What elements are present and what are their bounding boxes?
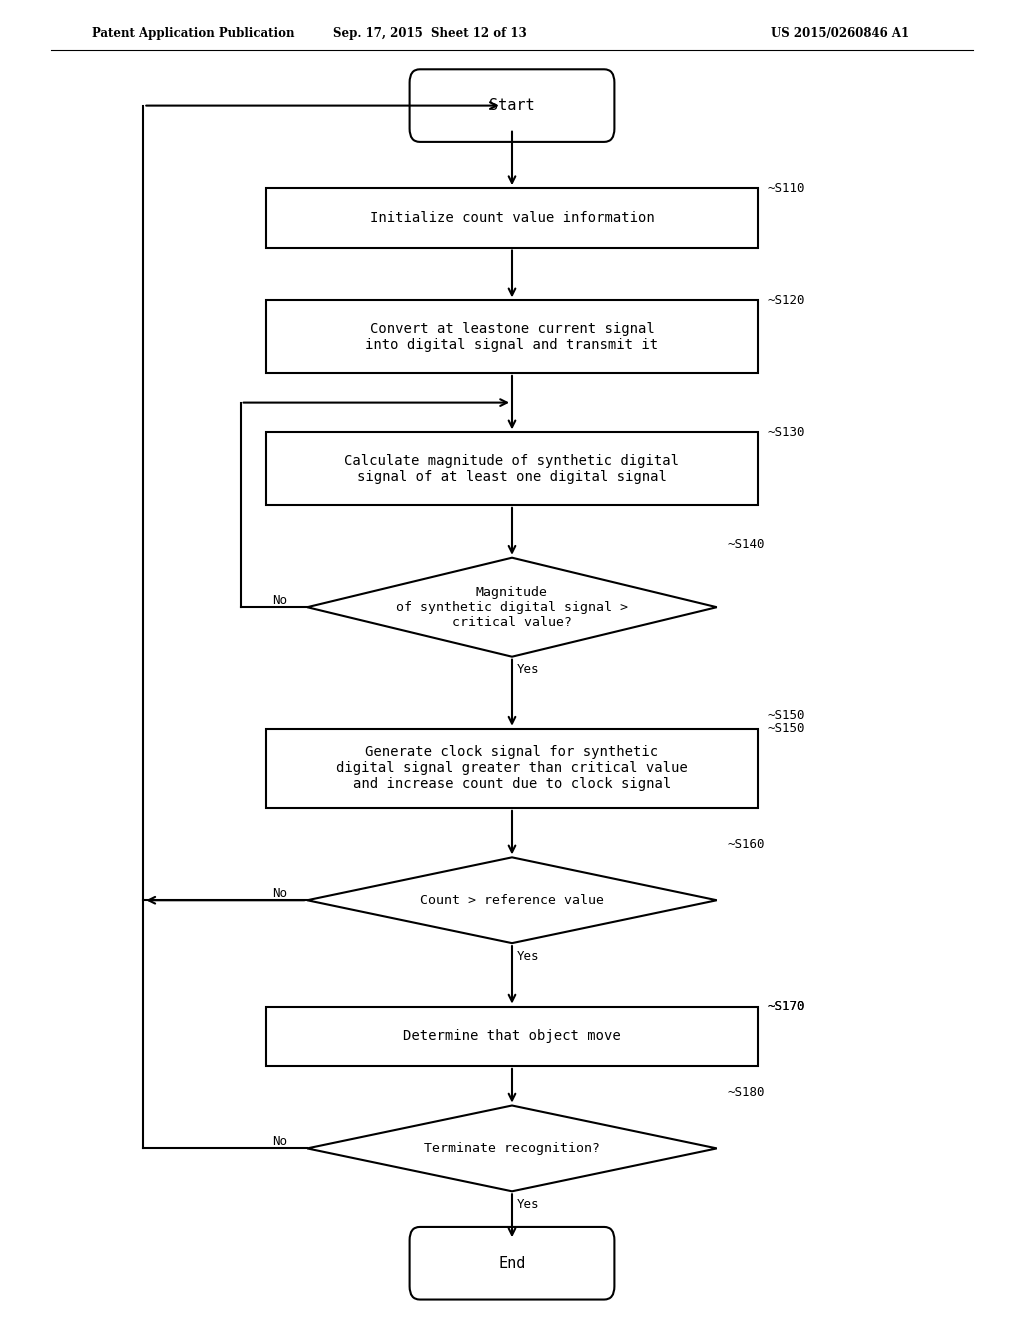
Text: ~S150: ~S150 [768, 709, 806, 722]
Text: No: No [271, 1135, 287, 1148]
Text: FIG. 12: FIG. 12 [450, 70, 574, 102]
FancyBboxPatch shape [266, 187, 758, 248]
Text: Determine that object move: Determine that object move [403, 1030, 621, 1043]
Text: Yes: Yes [517, 950, 540, 962]
Text: Initialize count value information: Initialize count value information [370, 211, 654, 224]
Text: ~S150: ~S150 [768, 722, 806, 735]
Text: Yes: Yes [517, 663, 540, 676]
Text: Start: Start [489, 98, 535, 114]
Text: Magnitude
of synthetic digital signal >
critical value?: Magnitude of synthetic digital signal > … [396, 586, 628, 628]
Text: Calculate magnitude of synthetic digital
signal of at least one digital signal: Calculate magnitude of synthetic digital… [344, 454, 680, 483]
Text: ~S160: ~S160 [727, 838, 765, 850]
Text: Count > reference value: Count > reference value [420, 894, 604, 907]
Text: Terminate recognition?: Terminate recognition? [424, 1142, 600, 1155]
Text: Sep. 17, 2015  Sheet 12 of 13: Sep. 17, 2015 Sheet 12 of 13 [333, 26, 527, 40]
Text: ~S120: ~S120 [768, 294, 806, 308]
FancyBboxPatch shape [266, 1006, 758, 1067]
Text: End: End [499, 1255, 525, 1271]
FancyBboxPatch shape [410, 69, 614, 141]
Text: US 2015/0260846 A1: US 2015/0260846 A1 [771, 26, 908, 40]
Text: Generate clock signal for synthetic
digital signal greater than critical value
a: Generate clock signal for synthetic digi… [336, 744, 688, 792]
Polygon shape [307, 557, 717, 656]
Text: ~S180: ~S180 [727, 1086, 765, 1098]
Text: Convert at leastone current signal
into digital signal and transmit it: Convert at leastone current signal into … [366, 322, 658, 351]
FancyBboxPatch shape [410, 1228, 614, 1299]
Text: No: No [271, 887, 287, 900]
Text: Patent Application Publication: Patent Application Publication [92, 26, 295, 40]
Text: Yes: Yes [517, 1199, 540, 1210]
Text: No: No [271, 594, 287, 607]
Text: ~S140: ~S140 [727, 539, 765, 552]
Text: ~S130: ~S130 [768, 426, 806, 438]
Polygon shape [307, 1106, 717, 1191]
Text: ~S110: ~S110 [768, 182, 806, 195]
Text: ~S170: ~S170 [768, 1001, 806, 1014]
Text: ~S170: ~S170 [768, 1001, 806, 1014]
Polygon shape [307, 858, 717, 942]
FancyBboxPatch shape [266, 729, 758, 808]
FancyBboxPatch shape [266, 432, 758, 504]
FancyBboxPatch shape [266, 300, 758, 372]
